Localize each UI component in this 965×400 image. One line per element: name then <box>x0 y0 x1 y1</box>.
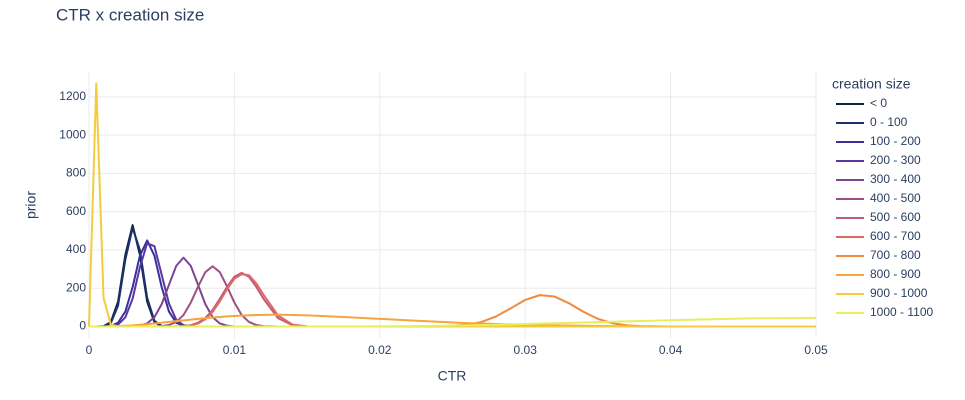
line-series <box>89 224 816 328</box>
x-tick-label: 0.03 <box>514 343 538 357</box>
legend-label[interactable]: 600 - 700 <box>870 229 921 243</box>
legend-label[interactable]: 900 - 1000 <box>870 286 928 300</box>
chart-title: CTR x creation size <box>56 5 204 24</box>
legend-label[interactable]: 1000 - 1100 <box>870 305 933 319</box>
line-series <box>89 316 817 328</box>
legend-title: creation size <box>832 76 911 92</box>
legend-label[interactable]: 400 - 500 <box>870 191 921 205</box>
y-tick-label: 1200 <box>59 89 86 103</box>
y-tick-label: 400 <box>66 242 86 256</box>
legend-label[interactable]: < 0 <box>870 96 887 110</box>
legend-label[interactable]: 500 - 600 <box>870 210 921 224</box>
x-tick-label: 0.04 <box>659 343 683 357</box>
x-tick-label: 0.01 <box>223 343 247 357</box>
line-series <box>89 226 816 328</box>
x-tick-label: 0.05 <box>804 343 828 357</box>
y-tick-label: 0 <box>79 319 86 333</box>
line-series <box>89 265 816 328</box>
y-tick-label: 1000 <box>59 127 86 141</box>
line-series <box>88 82 816 328</box>
x-tick-label: 0 <box>86 343 93 357</box>
x-axis-title: CTR <box>438 368 467 384</box>
legend-label[interactable]: 300 - 400 <box>870 172 921 186</box>
line-series <box>89 256 816 328</box>
y-tick-label: 800 <box>66 166 86 180</box>
y-tick-label: 600 <box>66 204 86 218</box>
legend-label[interactable]: 200 - 300 <box>870 153 921 167</box>
y-axis-title: prior <box>23 191 39 219</box>
legend-label[interactable]: 800 - 900 <box>870 267 921 281</box>
legend-label[interactable]: 0 - 100 <box>870 115 908 129</box>
legend-label[interactable]: 700 - 800 <box>870 248 921 262</box>
legend-label[interactable]: 100 - 200 <box>870 134 921 148</box>
y-tick-label: 200 <box>66 280 86 294</box>
x-tick-label: 0.02 <box>368 343 392 357</box>
